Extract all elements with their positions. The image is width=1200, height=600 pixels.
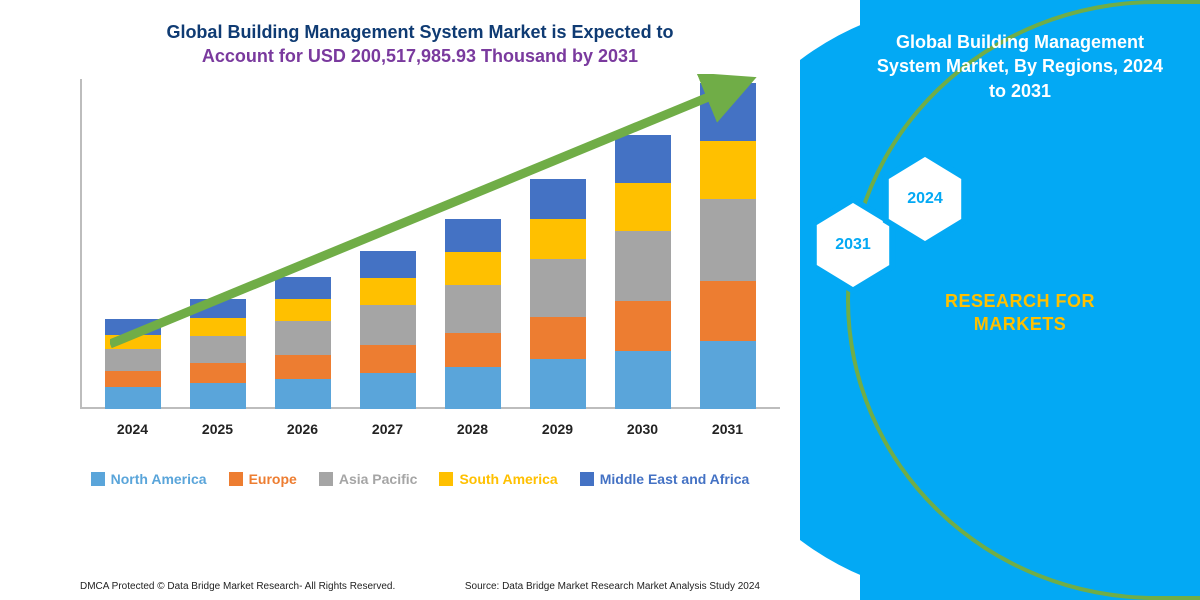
x-tick-label: 2030 [615, 421, 671, 449]
bar-segment [530, 359, 586, 409]
legend-swatch [91, 472, 105, 486]
bar-segment [445, 333, 501, 367]
bar-segment [530, 259, 586, 317]
bar-2029 [530, 179, 586, 409]
bar-segment [190, 363, 246, 383]
bar-segment [105, 387, 161, 409]
bar-segment [445, 252, 501, 285]
footer-credits: DMCA Protected © Data Bridge Market Rese… [0, 581, 800, 592]
research-line2: MARKETS [840, 313, 1200, 336]
legend-item: Europe [229, 471, 297, 487]
stacked-bar-plot: 2024 2025 2026 2027 2028 2029 2030 2031 [80, 79, 780, 449]
chart-title: Global Building Management System Market… [60, 20, 780, 69]
legend-item: North America [91, 471, 207, 487]
bar-2027 [360, 251, 416, 409]
legend-label: Asia Pacific [339, 471, 418, 487]
bar-segment [700, 281, 756, 341]
bar-segment [190, 299, 246, 318]
bar-segment [615, 301, 671, 351]
bar-segment [360, 305, 416, 345]
legend-label: North America [111, 471, 207, 487]
bar-2028 [445, 219, 501, 409]
chart-legend: North America Europe Asia Pacific South Ame… [60, 471, 780, 487]
bar-segment [615, 135, 671, 183]
legend-swatch [319, 472, 333, 486]
x-tick-label: 2025 [190, 421, 246, 449]
bar-2030 [615, 135, 671, 409]
footer-right: Source: Data Bridge Market Research Mark… [465, 581, 760, 592]
bar-segment [530, 179, 586, 219]
bar-segment [275, 379, 331, 409]
x-tick-label: 2027 [360, 421, 416, 449]
side-title: Global Building Management System Market… [840, 30, 1200, 103]
research-for-markets: RESEARCH FOR MARKETS [840, 290, 1200, 337]
chart-title-line1: Global Building Management System Market… [166, 22, 673, 42]
bar-segment [105, 319, 161, 335]
bar-segment [190, 383, 246, 409]
bar-segment [105, 349, 161, 371]
bars-container [80, 79, 780, 409]
bar-segment [700, 83, 756, 141]
bar-segment [360, 278, 416, 305]
legend-label: Europe [249, 471, 297, 487]
x-tick-label: 2029 [530, 421, 586, 449]
hex-label-2024: 2024 [907, 190, 943, 208]
bar-segment [360, 251, 416, 278]
bar-segment [105, 335, 161, 349]
bar-segment [445, 219, 501, 252]
bar-2026 [275, 277, 331, 409]
bar-2025 [190, 299, 246, 409]
hexagon-badges: 2031 2024 [810, 150, 1010, 310]
legend-label: South America [459, 471, 557, 487]
bar-segment [700, 341, 756, 409]
bar-segment [615, 183, 671, 231]
legend-label: Middle East and Africa [600, 471, 750, 487]
legend-swatch [229, 472, 243, 486]
x-tick-label: 2031 [700, 421, 756, 449]
bar-segment [360, 373, 416, 409]
bar-segment [275, 321, 331, 355]
bar-segment [530, 219, 586, 259]
legend-item: South America [439, 471, 557, 487]
bar-segment [445, 367, 501, 409]
bar-segment [615, 351, 671, 409]
x-axis-labels: 2024 2025 2026 2027 2028 2029 2030 2031 [80, 413, 780, 449]
bar-segment [700, 141, 756, 199]
research-line1: RESEARCH FOR [840, 290, 1200, 313]
footer-left: DMCA Protected © Data Bridge Market Rese… [80, 581, 395, 592]
bar-segment [105, 371, 161, 387]
bar-2031 [700, 83, 756, 409]
side-panel: Global Building Management System Market… [800, 0, 1200, 600]
bar-segment [530, 317, 586, 359]
bar-segment [275, 299, 331, 321]
bar-2024 [105, 319, 161, 409]
x-tick-label: 2024 [105, 421, 161, 449]
hex-label-2031: 2031 [835, 236, 871, 254]
legend-item: Asia Pacific [319, 471, 418, 487]
chart-panel: Global Building Management System Market… [0, 0, 800, 600]
bar-segment [360, 345, 416, 373]
legend-swatch [580, 472, 594, 486]
bar-segment [615, 231, 671, 301]
legend-swatch [439, 472, 453, 486]
bar-segment [190, 336, 246, 363]
x-tick-label: 2026 [275, 421, 331, 449]
x-tick-label: 2028 [445, 421, 501, 449]
bar-segment [275, 355, 331, 379]
hexagon-2024: 2024 [882, 150, 968, 248]
bar-segment [700, 199, 756, 281]
legend-item: Middle East and Africa [580, 471, 750, 487]
bar-segment [275, 277, 331, 299]
bar-segment [190, 318, 246, 336]
chart-title-line2: Account for USD 200,517,985.93 Thousand … [100, 44, 740, 68]
bar-segment [445, 285, 501, 333]
